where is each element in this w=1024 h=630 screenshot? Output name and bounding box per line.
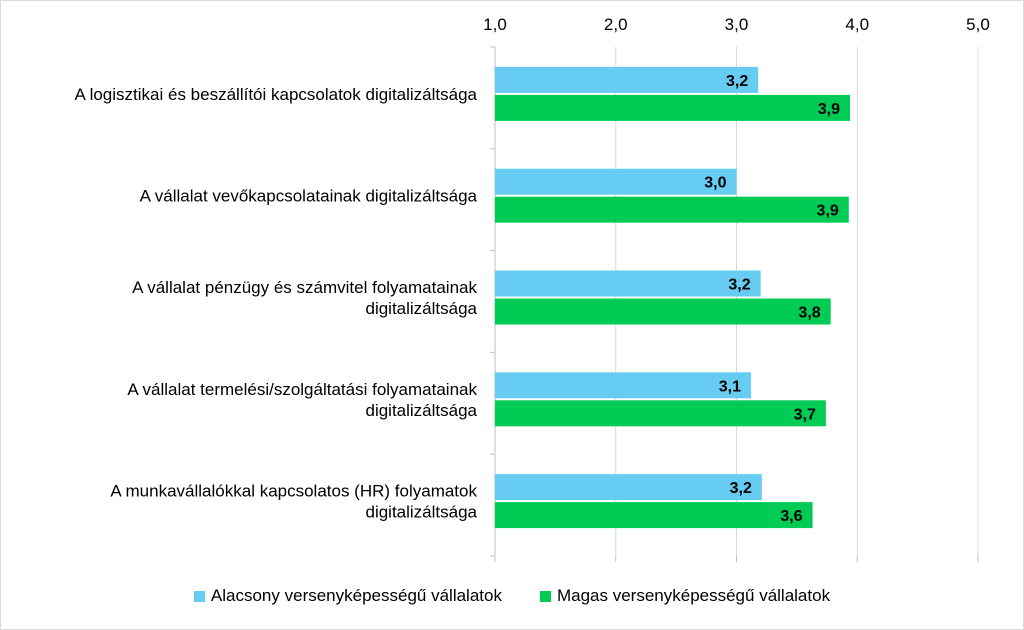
category-label-line: A vállalat termelési/szolgáltatási folya…	[127, 380, 477, 399]
legend-label: Alacsony versenyképességű vállalatok	[210, 586, 502, 605]
category-label-line: digitalizáltsága	[365, 299, 477, 318]
category-label-line: A vállalat pénzügy és számvitel folyamat…	[132, 278, 477, 297]
bar-high-competitiveness	[495, 298, 831, 325]
bar-low-competitiveness	[495, 474, 762, 501]
data-label: 3,9	[817, 203, 839, 220]
bar-low-competitiveness	[495, 270, 761, 297]
data-label: 3,1	[719, 378, 741, 395]
bar-high-competitiveness	[495, 502, 813, 529]
data-label: 3,8	[798, 305, 820, 322]
legend-item: Alacsony versenyképességű vállalatok	[193, 586, 502, 606]
data-label: 3,6	[780, 508, 802, 525]
category-label-line: digitalizáltsága	[365, 503, 477, 522]
data-label: 3,7	[794, 406, 816, 423]
category-label-line: digitalizáltsága	[365, 401, 477, 420]
data-label: 3,2	[728, 277, 750, 294]
bar-high-competitiveness	[495, 400, 826, 427]
category-label: A vállalat vevőkapcsolatainak digitalizá…	[140, 187, 478, 206]
bar-high-competitiveness	[495, 94, 851, 121]
category-label-line: A vállalat vevőkapcsolatainak digitalizá…	[140, 187, 478, 206]
category-label: A munkavállalókkal kapcsolatos (HR) foly…	[110, 482, 477, 522]
category-label-line: A munkavállalókkal kapcsolatos (HR) foly…	[110, 482, 477, 501]
bar-low-competitiveness	[495, 372, 751, 399]
legend-label: Magas versenyképességű vállalatok	[556, 586, 831, 605]
bar-high-competitiveness	[495, 196, 849, 223]
legend-swatch	[539, 590, 551, 602]
data-label: 3,2	[726, 73, 748, 90]
category-label: A vállalat termelési/szolgáltatási folya…	[127, 380, 477, 420]
legend-swatch	[193, 590, 205, 602]
category-label: A logisztikai és beszállítói kapcsolatok…	[74, 85, 477, 104]
bar-chart: 1,0 2,0 3,0 4,0 5,0 A logisztikai és beszállí…	[74, 15, 990, 562]
tick-label: 3,0	[725, 15, 749, 34]
data-label: 3,0	[704, 175, 726, 192]
chart-legend: Alacsony versenyképességű vállalatok Maga…	[0, 586, 1024, 606]
category-label-line: A logisztikai és beszállítói kapcsolatok…	[74, 85, 477, 104]
tick-label: 1,0	[483, 15, 507, 34]
tick-label: 4,0	[845, 15, 869, 34]
tick-label: 5,0	[966, 15, 990, 34]
data-label: 3,2	[730, 480, 752, 497]
data-label: 3,9	[818, 101, 840, 118]
category-label: A vállalat pénzügy és számvitel folyamat…	[132, 278, 477, 318]
tick-label: 2,0	[604, 15, 628, 34]
bar-low-competitiveness	[495, 66, 759, 93]
legend-item: Magas versenyképességű vállalatok	[539, 586, 831, 606]
bar-low-competitiveness	[495, 168, 737, 195]
